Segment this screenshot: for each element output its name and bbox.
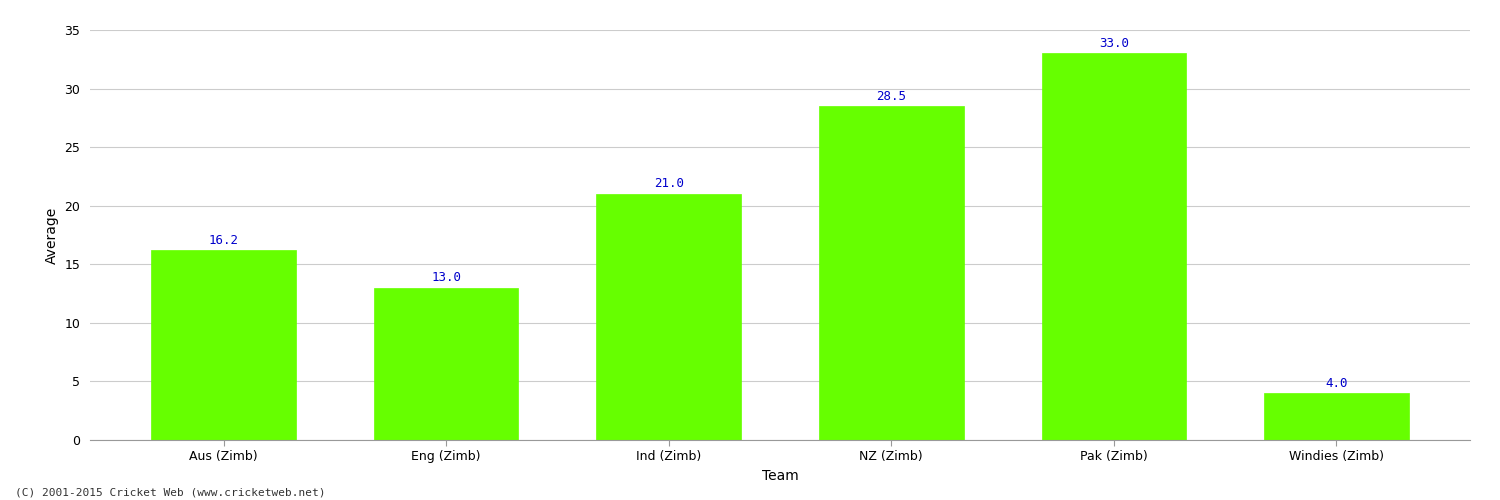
Y-axis label: Average: Average	[45, 206, 58, 264]
Text: 28.5: 28.5	[876, 90, 906, 102]
Text: (C) 2001-2015 Cricket Web (www.cricketweb.net): (C) 2001-2015 Cricket Web (www.cricketwe…	[15, 488, 326, 498]
Bar	[1264, 393, 1408, 440]
Bar	[374, 288, 519, 440]
Bar	[1041, 54, 1187, 440]
Text: 33.0: 33.0	[1100, 37, 1130, 50]
Text: 21.0: 21.0	[654, 178, 684, 190]
X-axis label: Team: Team	[762, 469, 798, 483]
Bar	[819, 106, 963, 440]
Text: 13.0: 13.0	[430, 271, 460, 284]
Text: 16.2: 16.2	[209, 234, 238, 246]
Text: 4.0: 4.0	[1324, 376, 1347, 390]
Bar	[597, 194, 741, 440]
Bar	[152, 250, 296, 440]
